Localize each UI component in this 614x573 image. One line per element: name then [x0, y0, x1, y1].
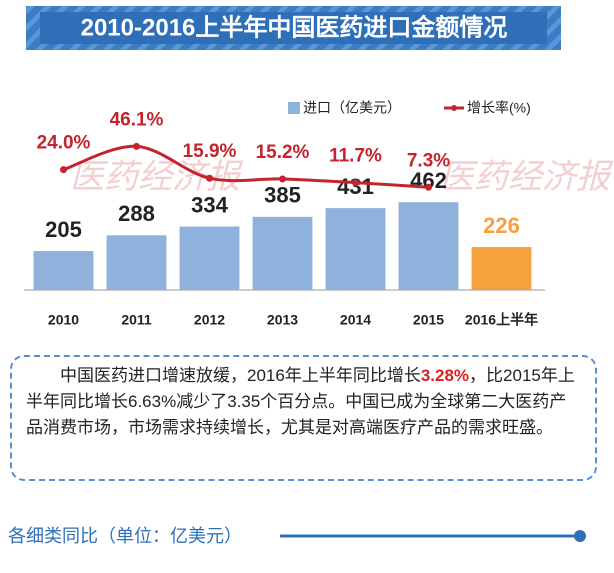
line-point: [60, 166, 67, 174]
data-label: 431: [337, 174, 374, 199]
x-tick-label: 2010: [48, 312, 79, 328]
x-tick-label: 2012: [194, 312, 225, 328]
legend-label: 增长率(%): [467, 100, 531, 116]
bar: [398, 202, 459, 290]
data-label: 15.9%: [183, 141, 237, 162]
data-label: 385: [264, 183, 301, 208]
x-tick-label: 2014: [340, 312, 371, 328]
line-point: [352, 179, 359, 187]
bar: [33, 251, 94, 290]
bar: [471, 247, 532, 290]
data-label: 7.3%: [407, 150, 450, 171]
data-label: 15.2%: [256, 142, 310, 163]
text: 中国医药进口增速放缓，2016年上半年同比增长: [60, 366, 421, 385]
bar: [106, 235, 167, 290]
data-label: 226: [483, 213, 520, 238]
line-point: [425, 183, 432, 191]
x-tick-label: 2015: [413, 312, 444, 328]
line-point: [133, 142, 140, 150]
x-tick-label: 2011: [121, 312, 152, 328]
footer: 各细类同比（单位：亿美元）: [8, 526, 242, 546]
legend-label: 进口（亿美元）: [303, 100, 401, 116]
x-tick-label: 2013: [267, 312, 298, 328]
text-box: 中国医药进口增速放缓，2016年上半年同比增长3.28%，比2015年上半年同比…: [10, 355, 597, 481]
data-label: 11.7%: [329, 146, 382, 167]
x-tick-label: 2016上半年: [465, 312, 538, 328]
line-point: [206, 174, 213, 182]
highlight: 3.28%: [420, 366, 470, 385]
legend-swatch: [451, 105, 457, 111]
bar: [252, 216, 313, 290]
watermark: 医药经济报: [440, 159, 614, 196]
data-label: 46.1%: [110, 109, 164, 130]
title-panel: [40, 12, 547, 44]
bar: [325, 208, 386, 290]
bar: [179, 226, 240, 290]
line-point: [279, 175, 286, 183]
chart-title: 2010-2016上半年中国医药进口金额情况: [81, 13, 508, 41]
data-label: 334: [191, 192, 228, 217]
data-label: 205: [45, 217, 82, 242]
watermark: 医药经济报: [70, 159, 244, 196]
text: ，比2015年上半年同比增长6.63%减少了3.35个百分点。中国已成为全球第二…: [26, 366, 575, 437]
legend-swatch: [288, 102, 300, 114]
data-label: 288: [118, 201, 155, 226]
data-label: 24.0%: [37, 133, 91, 154]
line: [63, 144, 429, 189]
